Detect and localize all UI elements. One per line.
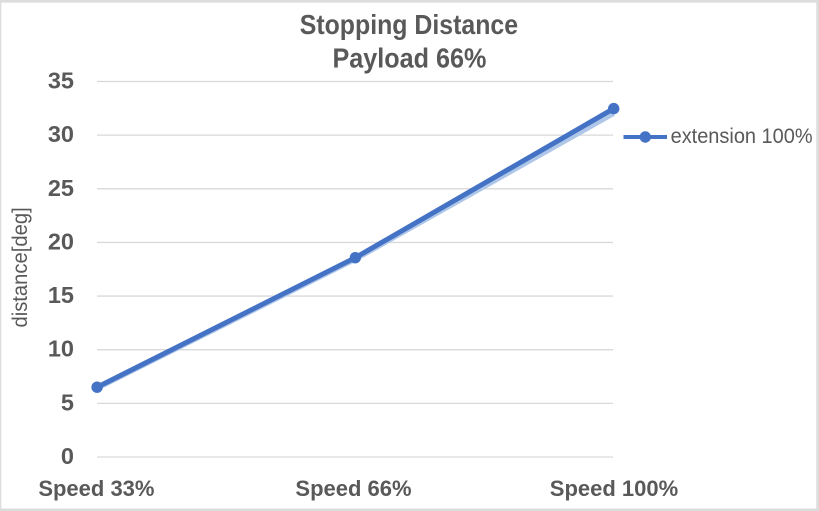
svg-text:distance[deg]: distance[deg] xyxy=(9,207,32,327)
svg-text:10: 10 xyxy=(48,336,74,362)
svg-text:15: 15 xyxy=(48,282,74,308)
svg-text:25: 25 xyxy=(48,175,74,201)
svg-text:0: 0 xyxy=(61,443,74,469)
svg-text:5: 5 xyxy=(61,389,74,415)
svg-text:Speed 100%: Speed 100% xyxy=(550,476,678,501)
svg-text:Speed 33%: Speed 33% xyxy=(38,476,154,501)
svg-text:20: 20 xyxy=(48,228,74,254)
svg-text:35: 35 xyxy=(48,68,74,94)
svg-text:Speed 66%: Speed 66% xyxy=(295,476,411,501)
svg-text:30: 30 xyxy=(48,121,74,147)
svg-text:Payload 66%: Payload 66% xyxy=(332,42,486,73)
svg-text:Stopping Distance: Stopping Distance xyxy=(300,9,518,40)
svg-text:extension 100%: extension 100% xyxy=(671,125,813,148)
